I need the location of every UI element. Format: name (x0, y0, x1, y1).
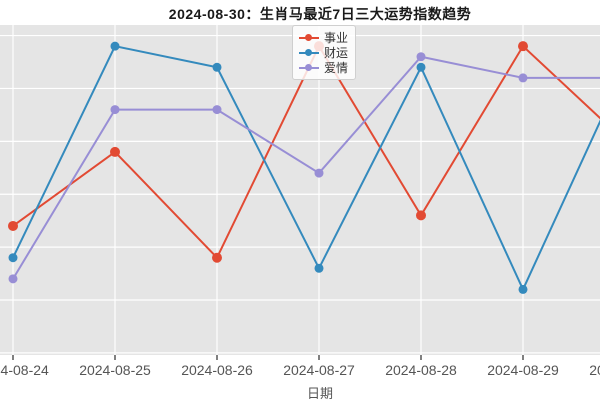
data-point-career (110, 146, 120, 157)
chart-title: 2024-08-30：生肖马最近7日三大运势指数趋势 (168, 6, 472, 22)
data-point-career (416, 210, 426, 221)
series-wealth (8, 41, 600, 294)
line-dot-marker-icon (299, 48, 319, 57)
data-point-wealth (8, 253, 18, 263)
x-tick-label: 2024-08-25 (79, 362, 151, 378)
data-point-love (212, 105, 222, 115)
x-tick-label: 2024-08-27 (283, 362, 355, 378)
data-point-career (8, 220, 18, 231)
x-tick-label: 2024-08-30 (589, 362, 600, 378)
x-axis-title: 日期 (306, 386, 333, 400)
line-dot-marker-icon (299, 63, 319, 72)
x-tick-label: 2024-08-29 (487, 362, 559, 378)
series-love (8, 52, 600, 284)
data-point-love (8, 274, 18, 284)
legend-label-career: 事业 (324, 31, 349, 45)
data-point-love (314, 168, 324, 178)
data-point-love (416, 52, 426, 62)
data-point-wealth (416, 62, 426, 72)
data-point-career (518, 41, 528, 52)
data-point-love (110, 105, 120, 115)
legend-item-wealth: 财运 (299, 45, 348, 60)
line-dot-marker-icon (299, 33, 319, 42)
x-tick-label: 2024-08-26 (181, 362, 253, 378)
legend-label-wealth: 财运 (324, 46, 349, 60)
data-point-wealth (314, 263, 324, 273)
data-point-wealth (212, 62, 222, 72)
legend-label-love: 爱情 (324, 61, 349, 75)
data-point-love (518, 73, 528, 83)
x-tick-label: 2024-08-28 (385, 362, 457, 378)
data-point-wealth (518, 284, 528, 294)
data-point-wealth (110, 41, 120, 51)
legend-item-career: 事业 (299, 30, 348, 45)
data-point-career (212, 252, 222, 263)
legend-item-love: 爱情 (299, 60, 348, 75)
x-tick-label: 2024-08-24 (0, 362, 49, 378)
legend: 事业 财运 爱情 (292, 25, 357, 80)
